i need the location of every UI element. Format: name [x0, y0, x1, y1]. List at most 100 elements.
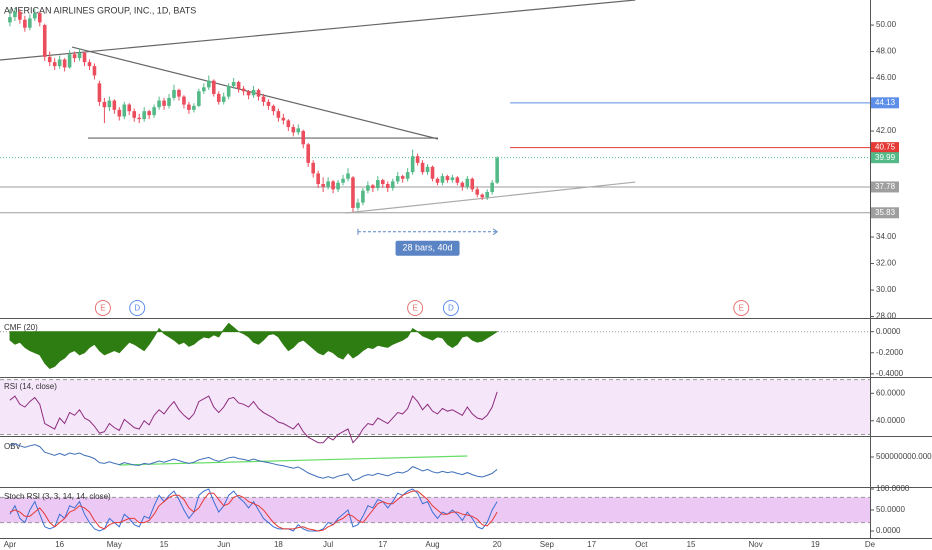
event-label: D	[134, 304, 140, 313]
candle-body	[182, 96, 186, 105]
candle-body	[52, 62, 57, 67]
y-tick-label: 100.0000	[876, 484, 910, 493]
candle-body	[192, 105, 196, 110]
candle-body	[435, 178, 440, 183]
candle-body	[167, 97, 171, 106]
candle-body	[162, 100, 166, 106]
candle-body	[47, 56, 52, 63]
price-label: 37.78	[875, 182, 896, 191]
event-label: E	[412, 304, 417, 313]
x-tick-label: 20	[493, 540, 502, 549]
candle-body	[276, 111, 281, 118]
price-label: 39.99	[875, 153, 896, 162]
band	[0, 497, 870, 523]
candle-body	[236, 82, 241, 89]
candle-body	[316, 173, 320, 185]
candle-body	[67, 54, 72, 68]
y-tick-label: 32.00	[876, 259, 897, 268]
y-tick-label: 0.0000	[876, 327, 901, 336]
candle-body	[187, 104, 191, 110]
candle-body	[395, 176, 400, 182]
area	[9, 322, 499, 370]
x-tick-label: 19	[811, 540, 820, 549]
candle-body	[57, 59, 62, 67]
line	[9, 391, 498, 444]
candle-body	[376, 180, 380, 189]
candle-body	[286, 120, 291, 128]
candle-body	[336, 182, 340, 190]
y-tick-label: 42.00	[876, 126, 897, 135]
candle-body	[460, 182, 465, 187]
chart-title: AMERICAN AIRLINES GROUP, INC., 1D, BATS	[4, 5, 196, 15]
candle-body	[450, 177, 455, 181]
x-tick-label: May	[107, 540, 122, 549]
y-tick-label: 50.00	[876, 20, 897, 29]
candle-body	[341, 178, 345, 183]
y-tick-label: 34.00	[876, 232, 897, 241]
candle-body	[490, 182, 494, 192]
candle-body	[216, 93, 221, 102]
candle-body	[62, 59, 67, 68]
y-tick-label: 500000000.0000	[876, 452, 932, 461]
price-label-bg	[871, 152, 899, 164]
trend-line	[344, 181, 636, 214]
candle-body	[470, 178, 475, 190]
line	[9, 488, 498, 532]
x-tick-label: Aug	[425, 540, 439, 549]
x-tick-label: Apr	[4, 540, 17, 549]
x-tick-label: 17	[587, 540, 596, 549]
candle-body	[440, 176, 445, 183]
candle-body	[8, 17, 12, 23]
candle-body	[97, 83, 102, 102]
candle-body	[296, 128, 301, 133]
candle-body	[430, 166, 435, 179]
candle-body	[306, 144, 311, 163]
candle-body	[480, 194, 485, 198]
candle-body	[390, 181, 395, 189]
pane-title: CMF (20)	[4, 323, 38, 332]
candle-body	[246, 91, 251, 96]
candle-body	[117, 109, 122, 117]
y-tick-label: 46.00	[876, 73, 897, 82]
trend-line	[119, 455, 468, 466]
x-tick-label: Jun	[217, 540, 230, 549]
candle-body	[371, 185, 375, 189]
y-tick-label: 48.00	[876, 47, 897, 56]
candle-body	[445, 176, 450, 181]
candle-body	[405, 172, 410, 179]
candle-body	[415, 156, 420, 163]
event-marker	[129, 300, 146, 316]
y-tick-label: 40.0000	[876, 416, 905, 425]
candle-body	[241, 88, 246, 92]
candle-body	[152, 107, 156, 116]
candle-body	[291, 127, 296, 133]
candle-body	[331, 181, 335, 190]
candle-body	[385, 184, 390, 189]
price-label: 44.13	[875, 98, 896, 107]
candle-body	[72, 54, 77, 59]
candle-body	[231, 82, 236, 86]
band	[0, 379, 870, 435]
event-label: D	[448, 304, 454, 313]
candle-body	[485, 191, 489, 198]
candle-body	[351, 177, 355, 208]
y-tick-label: 0.0000	[876, 526, 901, 535]
x-tick-label: Sep	[540, 540, 555, 549]
price-label: 35.83	[875, 208, 896, 217]
candle-body	[410, 156, 415, 173]
measure-arrow	[492, 228, 498, 236]
candle-body	[23, 19, 27, 28]
x-tick-label: 18	[274, 540, 283, 549]
candle-body	[177, 89, 181, 97]
candle-body	[147, 111, 151, 116]
x-tick-label: De	[865, 540, 876, 549]
candle-body	[87, 62, 92, 67]
candle-body	[221, 96, 226, 102]
candle-body	[211, 80, 216, 94]
candle-body	[157, 100, 161, 108]
pane-title: RSI (14, close)	[4, 382, 57, 391]
event-label: E	[739, 304, 744, 313]
candle-body	[425, 166, 430, 173]
candle-body	[366, 185, 370, 191]
candle-body	[356, 202, 360, 208]
